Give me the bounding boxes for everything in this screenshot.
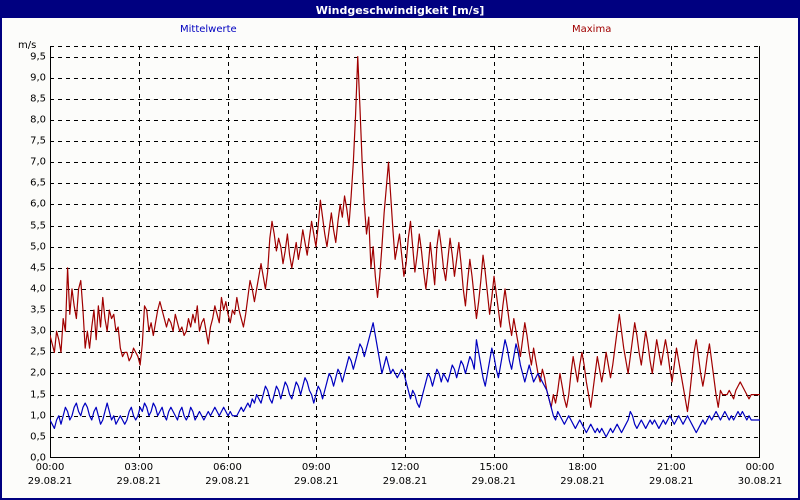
y-tick-label: 4,5 [30, 262, 46, 274]
y-tick-label: 3,5 [30, 304, 46, 316]
series-line-mittelwerte [50, 322, 760, 438]
legend-label-maxima: Maxima [572, 24, 612, 35]
y-tick-label: 5,5 [30, 220, 46, 232]
x-tick-date: 29.08.21 [116, 476, 162, 487]
x-tick-date: 29.08.21 [27, 476, 73, 487]
x-tick-date: 30.08.21 [737, 476, 783, 487]
x-axis-tick-labels: 00:00 29.08.21 03:00 29.08.21 06:00 29.08.21 0… [2, 462, 798, 498]
y-tick-label: 2,0 [30, 367, 46, 379]
x-tick-time: 06:00 [213, 462, 242, 473]
x-tick-date: 29.08.21 [560, 476, 605, 487]
x-tick-label: 21:00 29.08.21 [649, 462, 694, 487]
x-tick-time: 00:00 [35, 462, 65, 473]
x-tick-time: 21:00 [656, 462, 686, 473]
x-tick-label: 06:00 29.08.21 [205, 462, 250, 487]
x-tick-label: 00:00 29.08.21 [28, 462, 73, 487]
legend-item-maxima: Maxima [572, 24, 611, 35]
y-tick-label: 6,5 [30, 177, 46, 189]
x-tick-label: 12:00 29.08.21 [383, 462, 428, 487]
x-tick-time: 00:00 [745, 462, 775, 473]
y-tick-label: 0,0 [30, 452, 46, 464]
y-tick-label: 0,5 [30, 431, 46, 443]
y-axis-tick-labels: 0,0 0,5 1,0 1,5 2,0 2,5 3,0 3,5 4,0 4,5 5,0 5,5 6,0 6… [2, 46, 46, 463]
y-tick-label: 1,5 [30, 389, 46, 401]
x-tick-time: 03:00 [124, 462, 154, 473]
x-tick-label: 15:00 29.08.21 [471, 462, 516, 487]
x-tick-date: 29.08.21 [648, 476, 694, 487]
y-tick-label: 7,0 [30, 156, 46, 168]
x-tick-date: 29.08.21 [471, 476, 517, 487]
series-line-maxima [50, 55, 760, 413]
y-tick-label: 9,5 [30, 51, 46, 63]
y-tick-label: 3,0 [30, 325, 46, 337]
y-tick-label: 6,0 [30, 198, 46, 210]
x-tick-label: 00:00 30.08.21 [738, 462, 783, 487]
y-tick-label: 2,5 [30, 346, 46, 358]
window-title-bar: Windgeschwindigkeit [m/s] [2, 2, 798, 18]
y-tick-label: 1,0 [30, 410, 46, 422]
x-tick-label: 09:00 29.08.21 [294, 462, 339, 487]
x-tick-time: 15:00 [479, 462, 509, 473]
x-tick-date: 29.08.21 [205, 476, 250, 487]
x-tick-time: 18:00 [568, 462, 597, 473]
chart-svg [50, 46, 760, 458]
y-tick-label: 7,5 [30, 135, 46, 147]
y-tick-label: 9,0 [30, 72, 46, 84]
x-tick-date: 29.08.21 [382, 476, 428, 487]
x-tick-date: 29.08.21 [293, 476, 339, 487]
x-tick-time: 12:00 [390, 462, 420, 473]
legend-label-mittelwerte: Mittelwerte [180, 24, 237, 35]
y-tick-label: 8,0 [30, 114, 46, 126]
x-tick-label: 18:00 29.08.21 [560, 462, 605, 487]
plot-area [50, 46, 760, 458]
x-tick-label: 03:00 29.08.21 [116, 462, 161, 487]
y-tick-label: 4,0 [30, 283, 46, 295]
legend-item-mittelwerte: Mittelwerte [180, 24, 237, 35]
plot-background [50, 46, 760, 458]
y-tick-label: 5,0 [30, 241, 46, 253]
page-title: Windgeschwindigkeit [m/s] [315, 3, 485, 17]
x-tick-time: 09:00 [301, 462, 331, 473]
y-tick-label: 8,5 [30, 93, 46, 105]
y-axis-unit-label: m/s [18, 40, 37, 51]
